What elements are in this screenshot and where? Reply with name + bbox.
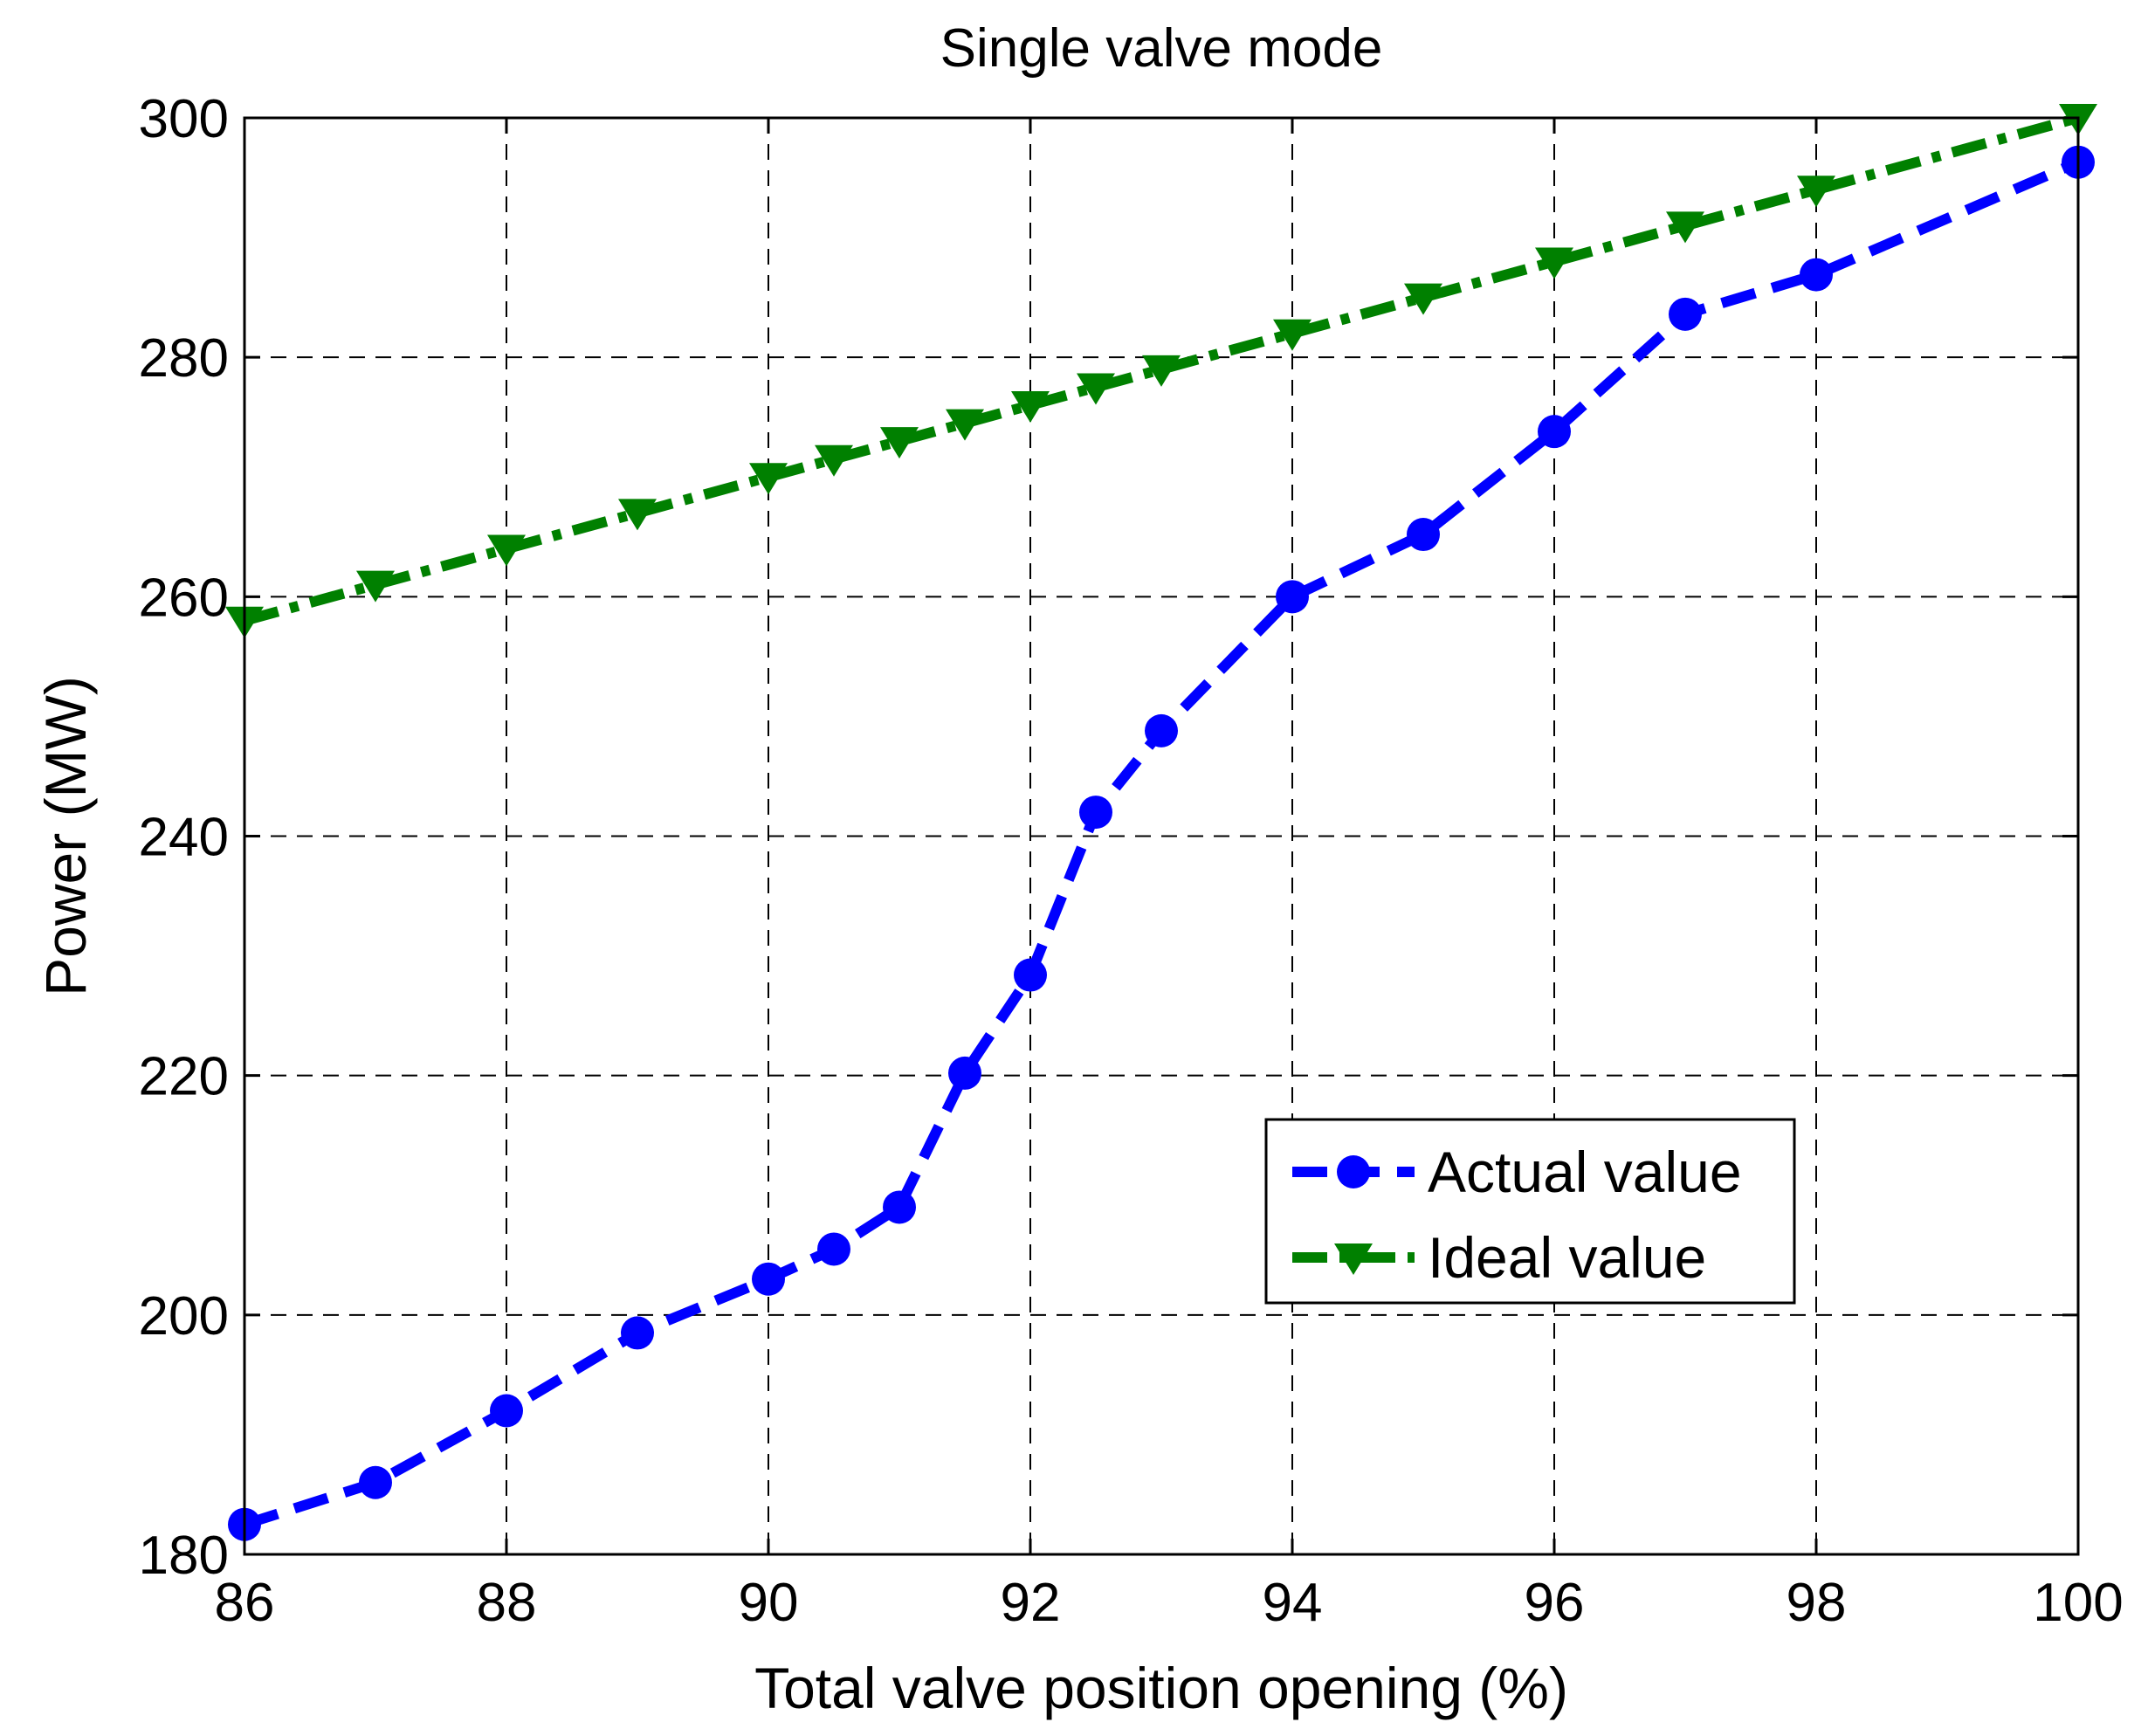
data-point xyxy=(1404,283,1442,315)
y-tick-label: 220 xyxy=(139,1047,229,1107)
data-point xyxy=(946,409,984,441)
data-point xyxy=(1145,713,1178,747)
y-tick-label: 280 xyxy=(139,328,229,389)
y-tick-label: 200 xyxy=(139,1286,229,1347)
x-tick-label: 88 xyxy=(477,1573,537,1633)
legend-label-actual: Actual value xyxy=(1428,1140,1742,1204)
data-point xyxy=(1669,297,1702,331)
data-point xyxy=(1407,518,1440,552)
x-tick-label: 100 xyxy=(2033,1573,2123,1633)
tick-marks xyxy=(243,116,2080,1556)
y-tick-label: 260 xyxy=(139,568,229,628)
legend: Actual value Ideal value xyxy=(1264,1118,1796,1305)
x-tick-label: 90 xyxy=(739,1573,799,1633)
data-point xyxy=(618,499,657,531)
legend-marker-ideal xyxy=(1334,1243,1373,1275)
data-point xyxy=(948,1056,981,1090)
chart-title: Single valve mode xyxy=(940,18,1383,79)
data-point xyxy=(815,444,853,477)
y-tick-label: 180 xyxy=(139,1526,229,1586)
data-point xyxy=(752,1262,785,1296)
data-point xyxy=(1014,958,1047,992)
series-layer xyxy=(225,104,2097,1541)
data-point xyxy=(1800,258,1833,292)
data-point xyxy=(817,1232,850,1266)
legend-label-ideal: Ideal value xyxy=(1428,1225,1706,1290)
data-point xyxy=(356,570,395,603)
data-point xyxy=(621,1316,654,1350)
y-tick-label: 300 xyxy=(139,89,229,149)
data-point xyxy=(1276,580,1309,614)
data-point xyxy=(359,1465,392,1499)
data-point xyxy=(1538,415,1571,449)
y-axis-label: Power (MW) xyxy=(33,676,98,996)
data-point xyxy=(1142,355,1181,387)
x-axis-label: Total valve position opening (%) xyxy=(754,1656,1568,1720)
x-tick-label: 94 xyxy=(1263,1573,1323,1633)
x-tick-label: 96 xyxy=(1525,1573,1585,1633)
data-point xyxy=(749,463,788,495)
series-actual-value xyxy=(228,145,2095,1541)
series-line xyxy=(243,113,2080,626)
data-point xyxy=(1535,247,1573,279)
data-point xyxy=(1077,373,1115,405)
data-point xyxy=(1011,391,1050,423)
data-point xyxy=(487,534,526,567)
data-point xyxy=(1797,176,1835,208)
data-point xyxy=(1079,796,1112,830)
data-point xyxy=(883,1190,916,1224)
data-point xyxy=(880,427,919,459)
x-tick-label: 86 xyxy=(215,1573,275,1633)
y-tick-labels: 180 200 220 240 260 280 300 xyxy=(139,89,229,1586)
data-point xyxy=(1666,211,1704,244)
legend-marker-actual xyxy=(1337,1155,1370,1188)
x-tick-label: 98 xyxy=(1787,1573,1847,1633)
data-point xyxy=(1273,319,1312,351)
data-point xyxy=(490,1394,523,1428)
x-tick-label: 92 xyxy=(1001,1573,1061,1633)
y-tick-label: 240 xyxy=(139,808,229,868)
x-tick-labels: 86 88 90 92 94 96 98 100 xyxy=(215,1573,2124,1633)
